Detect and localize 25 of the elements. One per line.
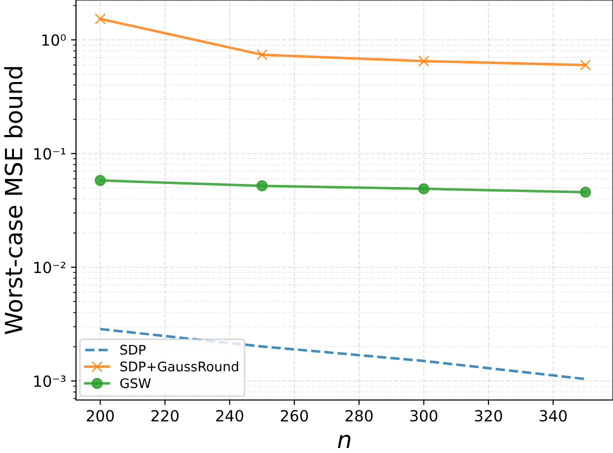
point — [418, 183, 430, 194]
x-tick-label: 280 — [346, 410, 373, 422]
x-tick-label: 340 — [540, 410, 567, 422]
point — [580, 59, 592, 71]
legend-label: GSW — [120, 378, 151, 388]
legend-label: SDP+GaussRound — [120, 361, 238, 372]
x-tick-label: 320 — [475, 410, 502, 422]
x-axis-title: n — [338, 434, 350, 448]
x-tick-label: 300 — [410, 410, 438, 422]
y-axis-title: Worst-case MSE bound — [4, 67, 23, 334]
point — [256, 180, 268, 192]
point — [94, 174, 106, 186]
y-tick-label: 10⁻³ — [34, 375, 66, 387]
point — [580, 186, 592, 198]
x-tick-label: 220 — [152, 410, 179, 422]
point — [256, 49, 268, 60]
point — [94, 13, 106, 24]
point — [418, 56, 430, 67]
x-tick-label: 200 — [86, 410, 114, 422]
legend-label: SDP — [120, 344, 146, 355]
x-tick-label: 240 — [216, 410, 244, 422]
y-tick-label: 10⁰ — [42, 34, 66, 46]
y-tick-label: 10⁻² — [34, 262, 66, 274]
y-tick-label: 10⁻¹ — [34, 148, 66, 160]
x-tick-label: 260 — [280, 410, 308, 422]
